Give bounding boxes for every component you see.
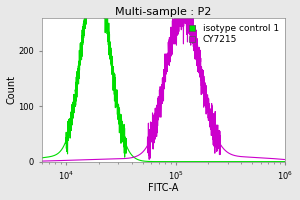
Title: Multi-sample : P2: Multi-sample : P2 [115,7,212,17]
Y-axis label: Count: Count [7,75,17,104]
Legend: isotype control 1, CY7215: isotype control 1, CY7215 [187,22,280,46]
X-axis label: FITC-A: FITC-A [148,183,178,193]
